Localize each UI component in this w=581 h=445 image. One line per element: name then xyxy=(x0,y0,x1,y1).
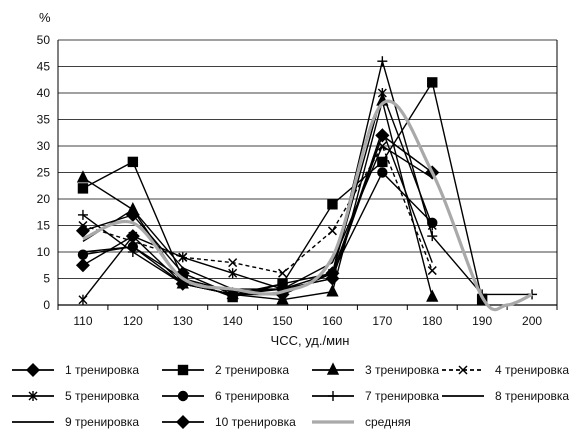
x-tick-label: 190 xyxy=(472,314,492,328)
data-point xyxy=(75,258,90,273)
x-tick-label: 160 xyxy=(322,314,342,328)
data-point xyxy=(77,209,88,220)
data-point xyxy=(377,167,388,178)
data-point xyxy=(327,199,338,210)
legend-item-6: 6 тренировка xyxy=(162,389,289,403)
x-tick-label: 110 xyxy=(73,314,92,328)
data-point xyxy=(77,183,89,194)
series-9 xyxy=(82,144,433,293)
series-line xyxy=(82,128,433,290)
y-tick-label: 50 xyxy=(37,33,51,47)
legend-item-8: 8 тренировка xyxy=(442,389,569,403)
data-point xyxy=(176,415,190,429)
data-point xyxy=(377,88,387,98)
y-tick-label: 15 xyxy=(37,219,51,233)
data-point xyxy=(325,266,340,281)
series-8 xyxy=(82,128,433,290)
data-point xyxy=(326,362,340,375)
axes: 0 5 10 15 20 25 30 35 40 45 50 110 120 130 140 150 160 17… xyxy=(37,33,558,328)
legend-item-4: 4 тренировка xyxy=(442,363,569,377)
legend-item-2: 2 тренировка xyxy=(162,363,289,377)
data-point xyxy=(125,207,140,222)
legend-label: 1 тренировка xyxy=(65,363,139,377)
legend-item-9: 9 тренировка xyxy=(12,415,139,429)
data-point xyxy=(178,252,188,263)
legend: 1 тренировка 2 тренировка 3 тренировка 4 тр… xyxy=(12,362,569,429)
x-tick-label: 150 xyxy=(273,314,293,328)
series-10 xyxy=(75,128,440,302)
y-tick-label: 45 xyxy=(37,60,51,74)
data-point xyxy=(458,365,468,375)
data-point xyxy=(28,391,38,401)
y-tick-label: 30 xyxy=(37,139,51,153)
y-tick-label: 25 xyxy=(37,166,51,180)
series-line xyxy=(82,99,533,312)
y-tick-label: 20 xyxy=(37,192,51,206)
legend-item-10: 10 тренировка xyxy=(162,415,296,429)
series-line xyxy=(82,90,433,301)
legend-label: 2 тренировка xyxy=(215,363,289,377)
series-11 xyxy=(82,99,533,312)
y-axis-label: % xyxy=(39,10,51,25)
data-point xyxy=(127,247,138,257)
data-point xyxy=(427,266,437,276)
data-point xyxy=(426,289,439,302)
data-point xyxy=(228,258,238,268)
data-point xyxy=(177,278,188,289)
legend-item-3: 3 тренировка xyxy=(312,362,439,377)
legend-label: средняя xyxy=(365,415,411,429)
legend-item-7: 7 тренировка xyxy=(312,389,439,403)
legend-label: 3 тренировка xyxy=(365,363,439,377)
data-point xyxy=(127,156,139,168)
data-point xyxy=(377,156,388,168)
series-group xyxy=(75,56,538,312)
x-axis-label: ЧСС, уд./мин xyxy=(271,333,350,348)
series-5 xyxy=(78,88,437,305)
legend-item-1: 1 тренировка xyxy=(12,363,139,377)
legend-label: 9 тренировка xyxy=(65,415,139,429)
data-point xyxy=(427,77,438,88)
legend-label: 4 тренировка xyxy=(495,363,569,377)
legend-item-11: средняя xyxy=(312,415,411,429)
x-tick-label: 180 xyxy=(422,314,442,328)
data-point xyxy=(377,56,388,67)
data-point xyxy=(278,268,288,278)
x-tick-label: 170 xyxy=(372,314,392,328)
y-tick-label: 0 xyxy=(43,298,50,312)
grid xyxy=(58,39,557,306)
data-point xyxy=(26,363,40,377)
series-line xyxy=(82,80,483,300)
data-point xyxy=(128,231,138,242)
legend-label: 10 тренировка xyxy=(215,415,296,429)
data-point xyxy=(228,268,238,279)
series-line xyxy=(82,100,433,301)
data-point xyxy=(326,284,339,297)
legend-label: 7 тренировка xyxy=(365,389,439,403)
x-tick-label: 120 xyxy=(123,314,143,328)
data-point xyxy=(427,231,438,242)
data-point xyxy=(78,294,88,305)
data-point xyxy=(75,223,90,238)
data-point xyxy=(327,226,337,236)
data-point xyxy=(375,128,390,143)
legend-label: 6 тренировка xyxy=(215,389,289,403)
y-tick-label: 40 xyxy=(37,86,51,100)
y-tick-label: 5 xyxy=(43,272,50,286)
series-line xyxy=(82,144,433,293)
data-point xyxy=(225,287,240,302)
legend-label: 5 тренировка xyxy=(65,389,139,403)
data-point xyxy=(177,364,189,376)
data-point xyxy=(328,391,338,401)
x-tick-label: 200 xyxy=(522,314,542,328)
y-tick-label: 35 xyxy=(37,113,51,127)
x-tick-label: 130 xyxy=(173,314,193,328)
legend-item-5: 5 тренировка xyxy=(12,389,139,403)
data-point xyxy=(177,390,189,402)
x-tick-label: 140 xyxy=(223,314,243,328)
data-point xyxy=(76,170,90,183)
y-tick-label: 10 xyxy=(37,245,51,259)
legend-label: 8 тренировка xyxy=(495,389,569,403)
